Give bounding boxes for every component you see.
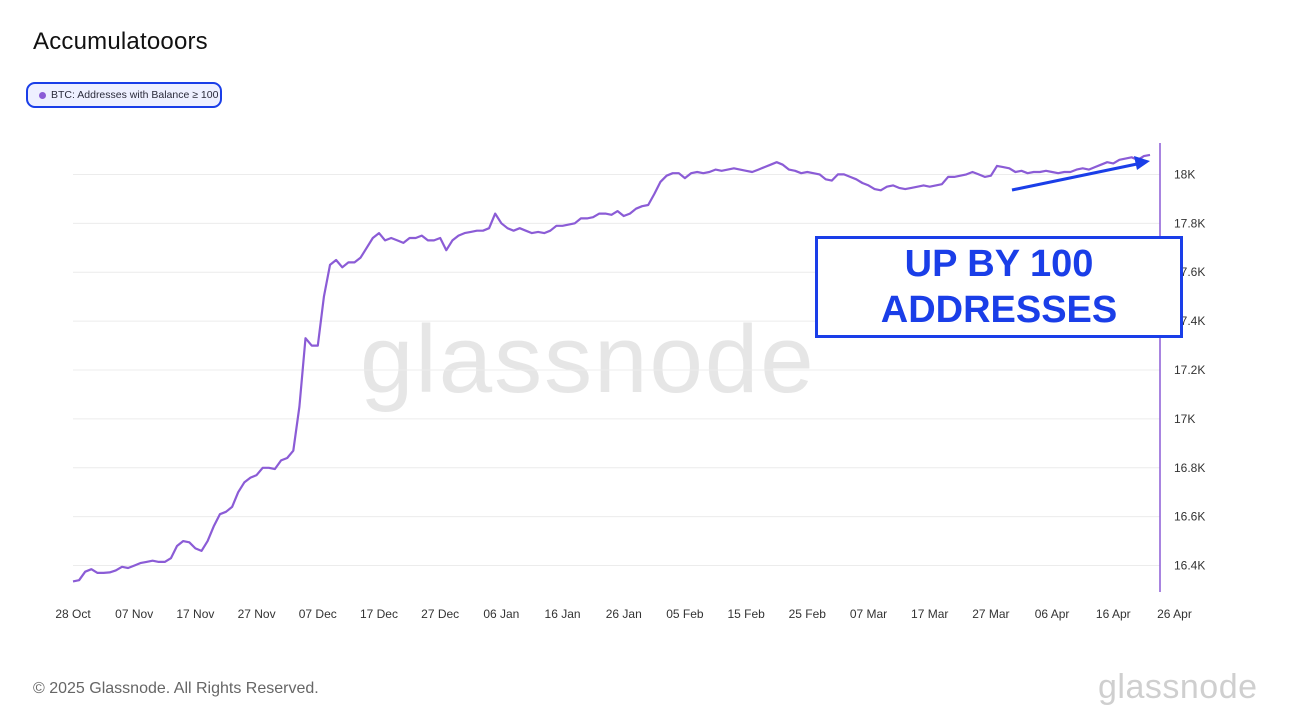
annotation-line-2: ADDRESSES: [880, 289, 1118, 331]
legend-series-marker: [39, 91, 46, 99]
x-tick-label: 07 Mar: [850, 607, 887, 621]
copyright-text: © 2025 Glassnode. All Rights Reserved.: [33, 680, 319, 697]
y-tick-label: 17.8K: [1174, 216, 1205, 230]
series-layer: [72, 153, 1151, 583]
x-tick-label: 05 Feb: [666, 607, 704, 621]
x-tick-label: 26 Apr: [1157, 607, 1192, 621]
x-tick-label: 17 Dec: [360, 607, 398, 621]
y-axis: 16.4K16.6K16.8K17K17.2K17.4K17.6K17.8K18…: [1159, 143, 1205, 592]
series-line: [72, 153, 1151, 583]
trend-arrow: [1011, 156, 1150, 192]
x-tick-label: 17 Nov: [176, 607, 214, 621]
gridlines: [73, 173, 1160, 567]
legend-item[interactable]: BTC: Addresses with Balance ≥ 100: [26, 82, 222, 108]
annotation-callout: UP BY 100 ADDRESSES: [815, 236, 1183, 338]
y-tick-label: 17K: [1174, 412, 1195, 426]
trend-arrow-head: [1134, 156, 1150, 170]
y-tick-label: 17.2K: [1174, 363, 1205, 377]
x-tick-label: 16 Jan: [545, 607, 581, 621]
x-tick-label: 27 Nov: [238, 607, 276, 621]
x-tick-label: 26 Jan: [606, 607, 642, 621]
x-axis: 28 Oct 07 Nov 17 Nov 27 Nov 07 Dec 17 Dec 27 D…: [55, 607, 1192, 621]
x-tick-label: 15 Feb: [727, 607, 765, 621]
chart-title: Accumulatooors: [33, 28, 208, 55]
y-tick-label: 16.8K: [1174, 461, 1205, 475]
legend-label: BTC: Addresses with Balance ≥ 100: [51, 89, 219, 101]
watermark-text: glassnode: [360, 306, 816, 413]
glassnode-logo: glassnode: [1098, 668, 1258, 706]
x-tick-label: 06 Apr: [1035, 607, 1070, 621]
x-tick-label: 25 Feb: [789, 607, 827, 621]
x-tick-label: 16 Apr: [1096, 607, 1131, 621]
y-tick-label: 18K: [1174, 167, 1195, 181]
x-tick-label: 27 Mar: [972, 607, 1009, 621]
x-tick-label: 17 Mar: [911, 607, 948, 621]
x-tick-label: 07 Nov: [115, 607, 153, 621]
y-tick-label: 16.6K: [1174, 510, 1205, 524]
x-tick-label: 07 Dec: [299, 607, 337, 621]
x-tick-label: 06 Jan: [483, 607, 519, 621]
trend-arrow-line: [1011, 162, 1138, 192]
x-tick-label: 27 Dec: [421, 607, 459, 621]
annotation-line-1: UP BY 100: [904, 243, 1094, 285]
y-tick-label: 16.4K: [1174, 559, 1205, 573]
x-tick-label: 28 Oct: [55, 607, 91, 621]
